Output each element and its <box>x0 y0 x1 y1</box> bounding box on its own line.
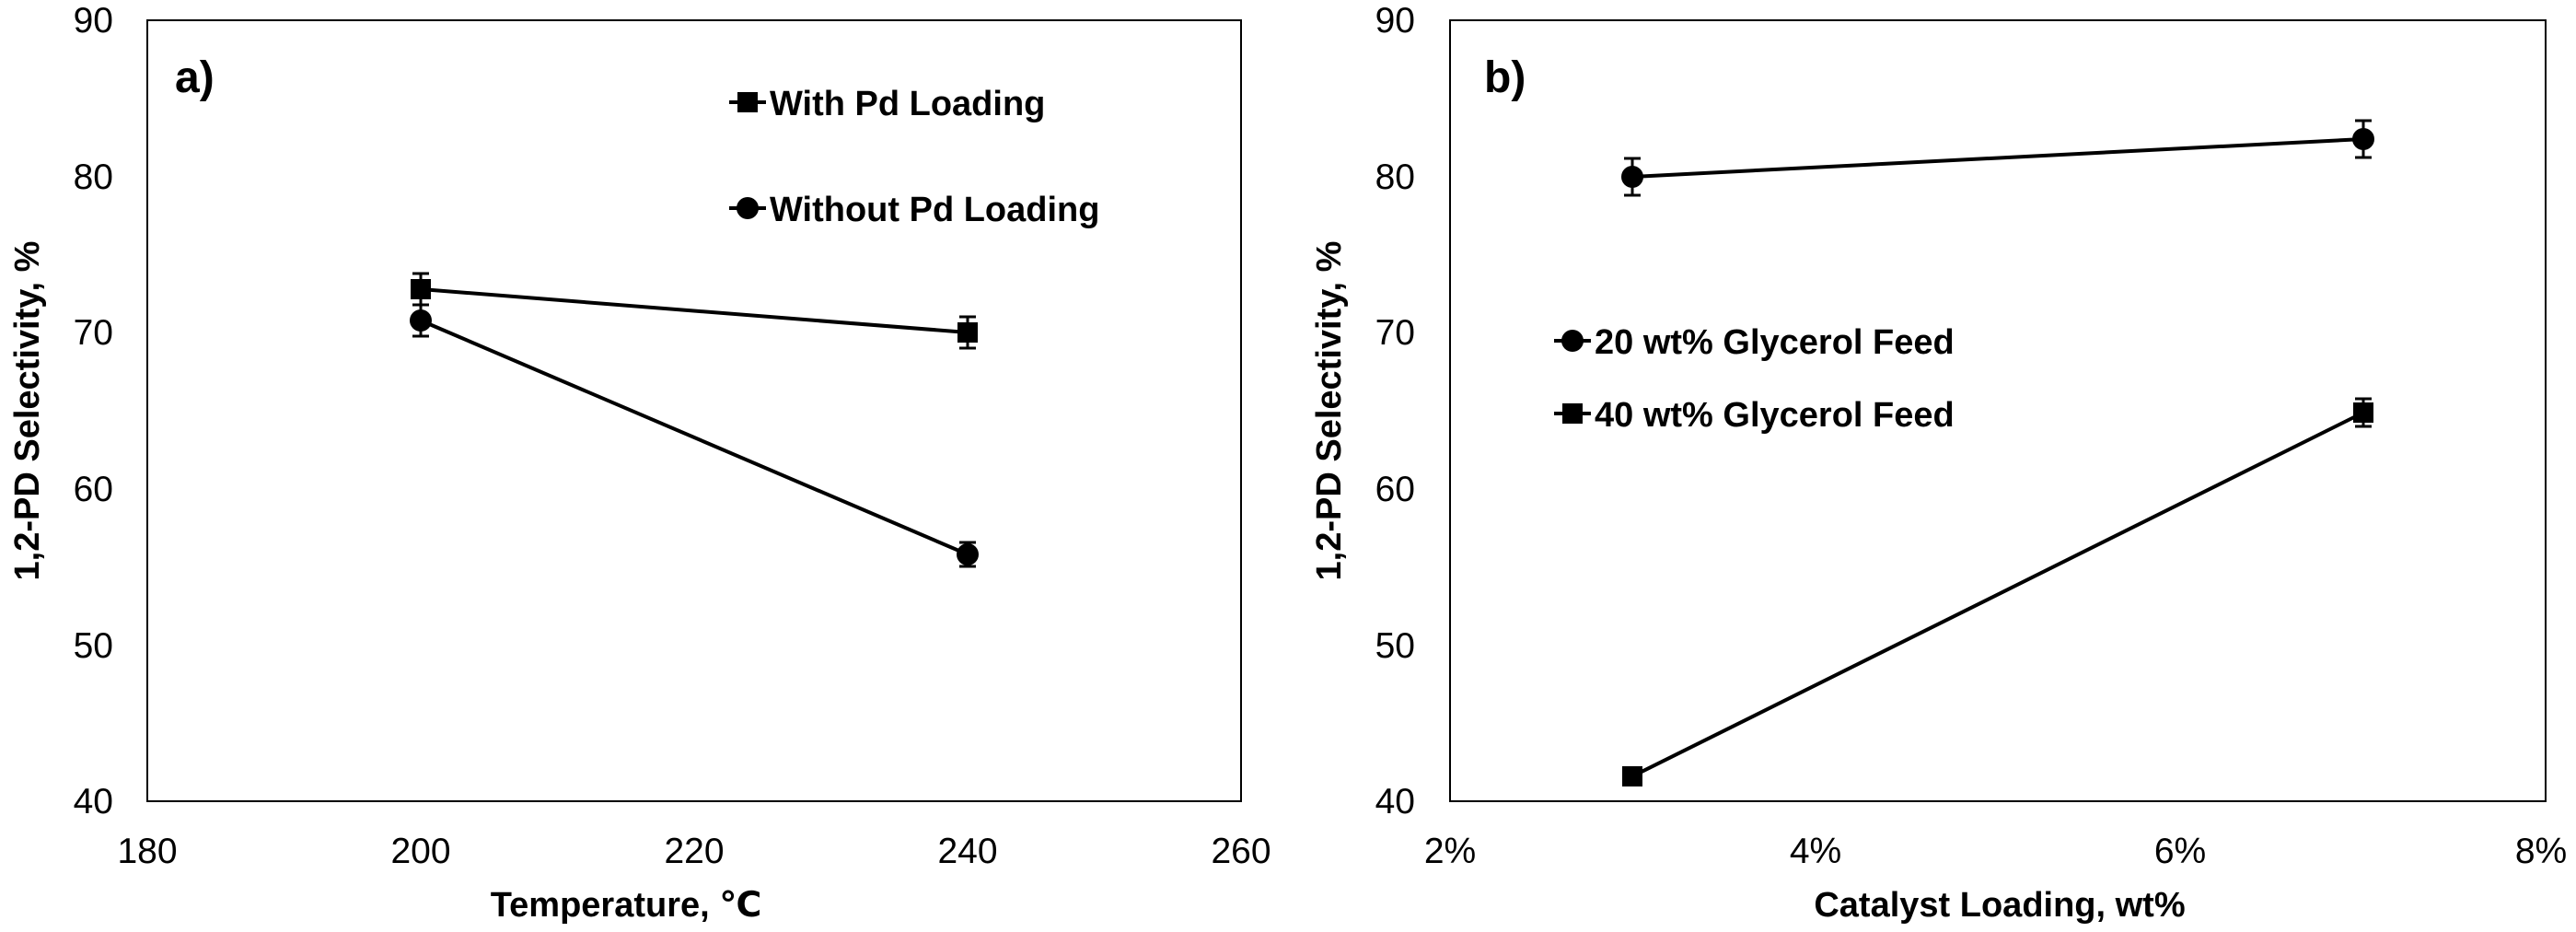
panel-b-legend-circle-marker <box>1561 330 1584 352</box>
panel-a-legend-label: With Pd Loading <box>770 85 1045 123</box>
panel-b-legend: 20 wt% Glycerol Feed 40 wt% Glycerol Fee… <box>1554 323 1955 435</box>
panel-b-legend-label: 20 wt% Glycerol Feed <box>1595 323 1955 362</box>
panel-b-y-tick-label: 80 <box>1375 157 1415 197</box>
panel-a-chart: a) 40 50 60 70 80 90 180 200 220 240 260… <box>8 1 1271 925</box>
panel-a-y-tick-label: 50 <box>74 626 113 666</box>
panel-a-x-tick-label: 260 <box>1211 832 1271 871</box>
panel-b-40wt-point <box>2353 402 2373 423</box>
panel-a-with-pd-point <box>411 279 431 299</box>
panel-b-x-tick-label: 4% <box>1790 832 1841 871</box>
panel-b-20wt-line <box>1631 137 2364 179</box>
panel-a-series-without-pd <box>410 303 979 568</box>
panel-a-series-with-pd <box>411 272 978 350</box>
panel-a-with-pd-point <box>957 322 978 343</box>
panel-b-20wt-point <box>1621 166 1643 188</box>
panel-b-40wt-line <box>1631 411 2364 778</box>
panel-b-series-20wt <box>1621 119 2374 197</box>
panel-a-without-pd-point <box>957 543 979 565</box>
panel-b-chart: b) 40 50 60 70 80 90 2% 4% 6% 8% Catalys… <box>1310 1 2567 925</box>
panel-a-y-tick-label: 80 <box>74 157 113 197</box>
panel-a-label: a) <box>175 53 215 102</box>
panel-a-x-ticks: 180 200 220 240 260 <box>117 832 1271 871</box>
panel-b-y-tick-label: 40 <box>1375 782 1415 821</box>
panel-a-x-axis-title: Temperature, ℃ <box>491 886 762 925</box>
panel-a-legend-entry-with-pd: With Pd Loading <box>729 85 1045 123</box>
panel-b-x-tick-label: 8% <box>2515 832 2567 871</box>
panel-a-y-tick-label: 70 <box>74 313 113 353</box>
panel-a-without-pd-line <box>420 319 969 556</box>
panel-a-legend-square-marker <box>737 92 758 112</box>
panel-b-y-tick-label: 70 <box>1375 313 1415 353</box>
panel-b-legend-square-marker <box>1562 403 1583 424</box>
panel-b-legend-entry-20wt: 20 wt% Glycerol Feed <box>1554 323 1955 362</box>
panel-b-label: b) <box>1484 53 1526 102</box>
panel-a-legend-label: Without Pd Loading <box>770 191 1099 229</box>
panel-a-plot-frame <box>146 19 1242 802</box>
panel-b-legend-label: 40 wt% Glycerol Feed <box>1595 396 1955 435</box>
panel-b-x-tick-label: 2% <box>1424 832 1476 871</box>
panel-a-x-tick-label: 240 <box>937 832 997 871</box>
panel-b-40wt-point <box>1622 766 1642 786</box>
panel-a-legend: With Pd Loading Without Pd Loading <box>729 85 1099 229</box>
panel-b-y-tick-label: 60 <box>1375 470 1415 509</box>
panel-b-plot-frame <box>1449 19 2547 802</box>
panel-b-x-axis-title: Catalyst Loading, wt% <box>1814 886 2185 925</box>
panel-b-y-ticks: 40 50 60 70 80 90 <box>1375 1 1415 821</box>
panel-a-without-pd-point <box>410 309 432 332</box>
panel-b-y-tick-label: 50 <box>1375 626 1415 666</box>
panel-a-with-pd-line <box>420 287 969 334</box>
panel-a-y-axis-title: 1,2-PD Selectivity, % <box>8 241 47 581</box>
panel-b-y-axis-title: 1,2-PD Selectivity, % <box>1310 241 1349 581</box>
panel-a-legend-circle-marker <box>737 197 759 219</box>
panel-a-x-tick-label: 220 <box>664 832 724 871</box>
panel-b-legend-entry-40wt: 40 wt% Glycerol Feed <box>1554 396 1955 435</box>
panel-b-20wt-point <box>2352 128 2374 150</box>
panel-a-x-tick-label: 200 <box>390 832 450 871</box>
panel-b-y-tick-label: 90 <box>1375 1 1415 41</box>
panel-b-x-tick-label: 6% <box>2154 832 2206 871</box>
panel-b-x-ticks: 2% 4% 6% 8% <box>1424 832 2567 871</box>
panel-b-series-40wt <box>1622 397 2373 786</box>
panel-a-y-tick-label: 40 <box>74 782 113 821</box>
panel-a-legend-entry-without-pd: Without Pd Loading <box>729 191 1099 229</box>
panel-a-x-tick-label: 180 <box>117 832 177 871</box>
panel-a-y-tick-label: 90 <box>74 1 113 41</box>
panel-a-y-ticks: 40 50 60 70 80 90 <box>74 1 113 821</box>
panel-a-y-tick-label: 60 <box>74 470 113 509</box>
